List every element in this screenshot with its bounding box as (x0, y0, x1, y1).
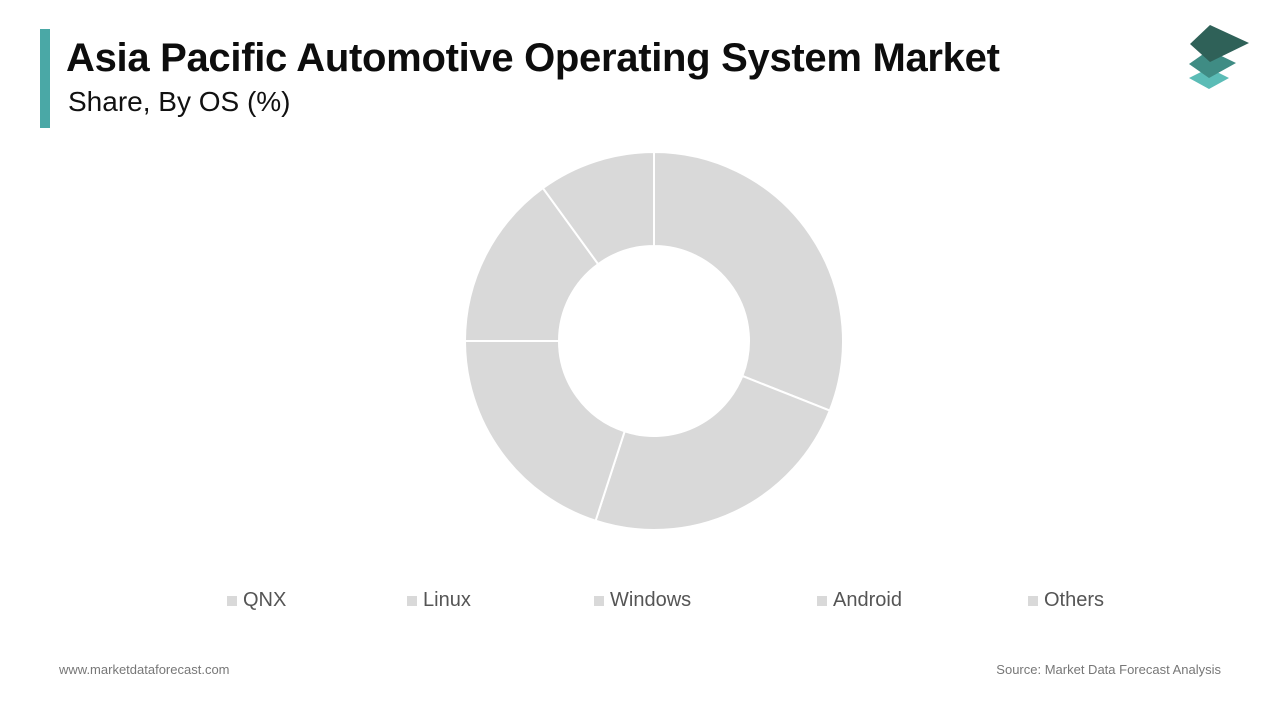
legend-swatch-others (1028, 595, 1038, 606)
footer-source: Source: Market Data Forecast Analysis (996, 662, 1221, 677)
donut-slice-qnx[interactable] (653, 150, 844, 412)
legend-label-qnx: QNX (243, 589, 287, 611)
legend-item-windows[interactable]: Windows (594, 589, 691, 612)
legend-label-windows: Windows (610, 589, 692, 611)
logo-layer-top (1190, 25, 1249, 62)
legend-item-others[interactable]: Others (1028, 589, 1104, 612)
footer-website[interactable]: www.marketdataforecast.com (59, 662, 230, 677)
legend-item-qnx[interactable]: QNX (227, 589, 286, 612)
donut-chart (463, 150, 844, 531)
legend-item-android[interactable]: Android (817, 589, 902, 612)
chart-legend: QNX Linux Windows Android Others (0, 589, 1280, 615)
legend-label-android: Android (833, 589, 902, 611)
legend-label-linux: Linux (423, 589, 471, 611)
legend-swatch-windows (594, 595, 604, 606)
legend-swatch-qnx (227, 595, 237, 606)
logo-layer-middle (1189, 50, 1236, 78)
donut-slice-linux[interactable] (594, 374, 832, 531)
donut-slice-others[interactable] (541, 150, 655, 266)
legend-label-others: Others (1044, 589, 1105, 611)
chart-subtitle: Share, By OS (%) (68, 86, 291, 117)
legend-item-linux[interactable]: Linux (407, 589, 471, 612)
legend-swatch-linux (407, 595, 417, 606)
legend-swatch-android (817, 595, 827, 606)
donut-slice-windows[interactable] (463, 340, 626, 523)
title-accent-bar (40, 29, 50, 128)
logo-layer-bottom (1189, 68, 1229, 89)
chart-title: Asia Pacific Automotive Operating System… (66, 36, 1000, 80)
brand-logo-icon (1189, 25, 1249, 89)
